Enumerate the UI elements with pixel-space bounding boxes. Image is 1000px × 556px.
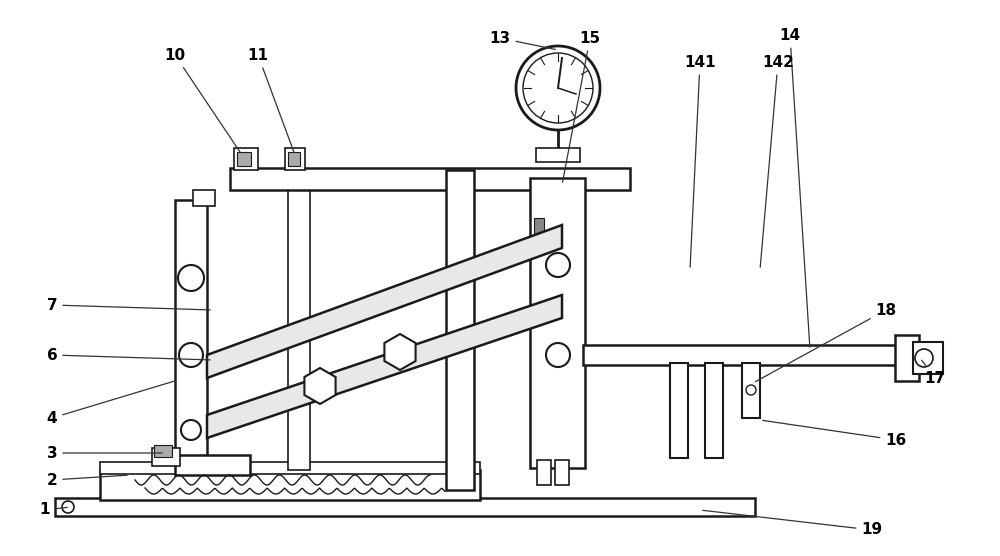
Text: 1: 1 (40, 503, 67, 518)
Bar (537, 460, 551, 485)
Circle shape (516, 46, 600, 130)
Text: 17: 17 (922, 360, 946, 385)
Circle shape (746, 385, 756, 395)
Text: 2: 2 (47, 473, 127, 488)
Polygon shape (207, 225, 562, 378)
Bar (100, 462, 480, 474)
Bar (288, 175, 310, 470)
Bar (705, 363, 723, 458)
Bar (530, 178, 585, 468)
Bar (152, 448, 180, 466)
Bar (234, 148, 258, 170)
Circle shape (523, 53, 593, 123)
Text: 15: 15 (563, 31, 601, 182)
Polygon shape (304, 368, 336, 404)
Circle shape (62, 501, 74, 513)
Circle shape (546, 253, 570, 277)
Bar (285, 148, 305, 170)
Text: 142: 142 (760, 54, 794, 267)
Bar (288, 152, 300, 166)
Circle shape (178, 265, 204, 291)
Circle shape (915, 349, 933, 367)
Bar (583, 345, 928, 365)
Bar (742, 363, 760, 418)
Bar (230, 168, 630, 190)
Bar (555, 460, 569, 485)
Bar (175, 200, 207, 465)
Text: 4: 4 (47, 381, 175, 425)
Circle shape (546, 343, 570, 367)
Text: 11: 11 (248, 47, 294, 152)
Bar (175, 455, 250, 475)
Polygon shape (207, 295, 562, 438)
Bar (670, 363, 688, 458)
Bar (446, 170, 474, 490)
Bar (895, 335, 919, 381)
Text: 19: 19 (703, 510, 883, 538)
Polygon shape (384, 334, 416, 370)
Text: 3: 3 (47, 445, 162, 460)
Text: 7: 7 (47, 297, 210, 312)
Circle shape (179, 343, 203, 367)
Bar (913, 342, 943, 374)
Bar (154, 445, 172, 457)
Bar (55, 498, 755, 516)
Text: 13: 13 (489, 31, 555, 49)
Text: 14: 14 (779, 27, 810, 348)
Text: 10: 10 (164, 47, 240, 153)
Bar (534, 218, 544, 238)
Bar (100, 470, 480, 500)
Text: 141: 141 (684, 54, 716, 267)
Circle shape (181, 420, 201, 440)
Bar (237, 152, 251, 166)
Bar (193, 190, 215, 206)
Bar (536, 148, 580, 162)
Text: 18: 18 (755, 302, 897, 381)
Text: 6: 6 (47, 348, 210, 363)
Text: 16: 16 (763, 420, 907, 448)
